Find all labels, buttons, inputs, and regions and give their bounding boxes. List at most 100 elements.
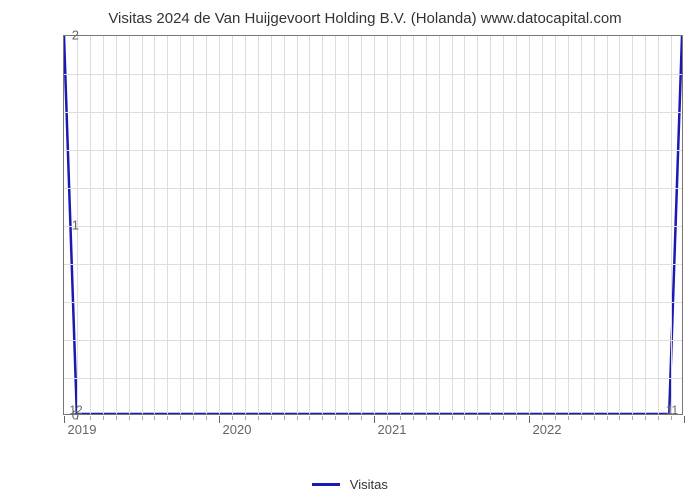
- grid-line-v: [619, 36, 620, 414]
- grid-line-v: [464, 36, 465, 414]
- x-minor-tick: [581, 416, 582, 420]
- x-minor-tick: [645, 416, 646, 420]
- grid-line-v: [529, 36, 530, 414]
- grid-line-v: [193, 36, 194, 414]
- grid-line-v: [103, 36, 104, 414]
- grid-line-v: [167, 36, 168, 414]
- grid-line-v: [297, 36, 298, 414]
- x-minor-tick: [361, 416, 362, 420]
- grid-line-h: [64, 378, 682, 379]
- x-minor-tick: [232, 416, 233, 420]
- grid-line-v: [258, 36, 259, 414]
- chart-title: Visitas 2024 de Van Huijgevoort Holding …: [45, 10, 685, 27]
- x-major-tick: [64, 416, 65, 423]
- x-tick-label: 2022: [533, 422, 562, 437]
- x-tick-label: 2019: [68, 422, 97, 437]
- grid-line-v: [116, 36, 117, 414]
- y-tick-label: 0: [72, 408, 79, 423]
- grid-line-v: [154, 36, 155, 414]
- x-minor-tick: [413, 416, 414, 420]
- x-minor-tick: [594, 416, 595, 420]
- x-minor-tick: [542, 416, 543, 420]
- y-tick-label: 1: [72, 218, 79, 233]
- x-minor-tick: [426, 416, 427, 420]
- grid-line-h: [64, 112, 682, 113]
- grid-line-v: [477, 36, 478, 414]
- x-minor-tick: [607, 416, 608, 420]
- x-minor-tick: [503, 416, 504, 420]
- grid-line-v: [632, 36, 633, 414]
- x-minor-tick: [206, 416, 207, 420]
- x-minor-tick: [439, 416, 440, 420]
- grid-line-v: [594, 36, 595, 414]
- grid-line-v: [516, 36, 517, 414]
- x-minor-tick: [90, 416, 91, 420]
- x-minor-tick: [568, 416, 569, 420]
- grid-line-v: [607, 36, 608, 414]
- x-minor-tick: [464, 416, 465, 420]
- grid-line-v: [658, 36, 659, 414]
- x-minor-tick: [271, 416, 272, 420]
- x-minor-tick: [387, 416, 388, 420]
- x-minor-tick: [658, 416, 659, 420]
- x-minor-tick: [142, 416, 143, 420]
- grid-line-h: [64, 340, 682, 341]
- x-minor-tick: [103, 416, 104, 420]
- grid-line-v: [232, 36, 233, 414]
- y-tick-label: 2: [72, 28, 79, 43]
- grid-line-v: [129, 36, 130, 414]
- grid-line-h: [64, 74, 682, 75]
- grid-line-v: [503, 36, 504, 414]
- x-minor-tick: [193, 416, 194, 420]
- x-minor-tick: [309, 416, 310, 420]
- x-minor-tick: [516, 416, 517, 420]
- x-minor-tick: [297, 416, 298, 420]
- grid-line-h: [64, 226, 682, 227]
- grid-line-v: [271, 36, 272, 414]
- grid-line-v: [555, 36, 556, 414]
- grid-line-v: [142, 36, 143, 414]
- grid-line-v: [645, 36, 646, 414]
- x-minor-tick: [477, 416, 478, 420]
- x-minor-tick: [258, 416, 259, 420]
- grid-line-v: [413, 36, 414, 414]
- x-minor-tick: [452, 416, 453, 420]
- x-major-tick: [219, 416, 220, 423]
- grid-line-v: [348, 36, 349, 414]
- x-major-tick: [684, 416, 685, 423]
- grid-line-h: [64, 188, 682, 189]
- x-tick-label: 2020: [223, 422, 252, 437]
- grid-line-v: [490, 36, 491, 414]
- x-minor-tick: [348, 416, 349, 420]
- x-major-tick: [529, 416, 530, 423]
- x-minor-tick: [490, 416, 491, 420]
- grid-line-v: [439, 36, 440, 414]
- grid-line-v: [90, 36, 91, 414]
- grid-line-v: [180, 36, 181, 414]
- grid-line-h: [64, 150, 682, 151]
- chart-container: Visitas 2024 de Van Huijgevoort Holding …: [45, 10, 685, 435]
- grid-line-v: [309, 36, 310, 414]
- grid-line-v: [671, 36, 672, 414]
- grid-line-v: [542, 36, 543, 414]
- grid-line-v: [387, 36, 388, 414]
- x-minor-tick: [154, 416, 155, 420]
- x-minor-tick: [335, 416, 336, 420]
- grid-line-v: [361, 36, 362, 414]
- x-minor-tick: [167, 416, 168, 420]
- x-minor-tick: [632, 416, 633, 420]
- grid-line-v: [322, 36, 323, 414]
- x-minor-tick: [180, 416, 181, 420]
- grid-line-h: [64, 302, 682, 303]
- legend: Visitas: [0, 476, 700, 492]
- x-minor-tick: [400, 416, 401, 420]
- grid-line-v: [568, 36, 569, 414]
- grid-line-v: [245, 36, 246, 414]
- legend-label: Visitas: [350, 477, 388, 492]
- x-major-tick: [374, 416, 375, 423]
- grid-line-v: [581, 36, 582, 414]
- grid-line-v: [400, 36, 401, 414]
- x-minor-tick: [322, 416, 323, 420]
- plot-area: 20192020202120221211: [63, 35, 683, 415]
- x-tick-label: 2021: [378, 422, 407, 437]
